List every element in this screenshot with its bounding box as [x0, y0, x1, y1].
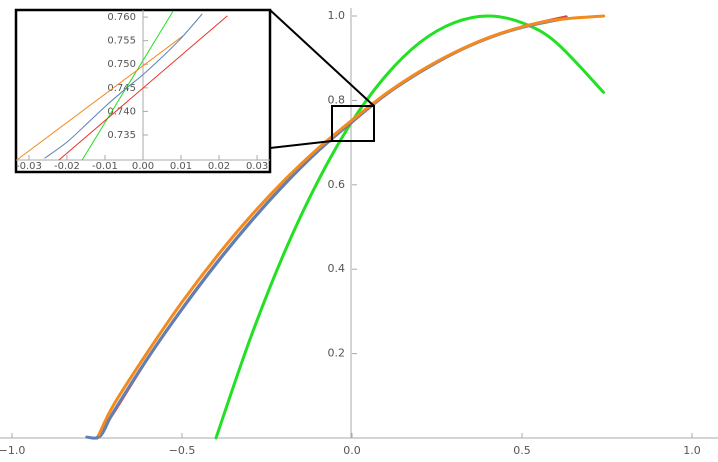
- zoom-connector: [269, 140, 333, 149]
- x-tick-label: -0.01: [92, 161, 118, 172]
- line-series: [214, 14, 606, 440]
- zoom-connector: [269, 9, 375, 107]
- line-series: [16, 35, 184, 160]
- x-tick-label: 0.5: [513, 444, 531, 457]
- y-tick-label: 0.750: [107, 59, 136, 70]
- y-tick-label: 1.0: [328, 9, 346, 22]
- x-tick-label: 0.02: [208, 161, 230, 172]
- x-tick-label: 0.03: [246, 161, 268, 172]
- y-tick-label: 0.6: [328, 178, 346, 191]
- y-tick-label: 0.745: [107, 83, 136, 94]
- line-series: [97, 14, 606, 437]
- y-tick-label: 0.760: [107, 12, 136, 23]
- x-tick-label: −1.0: [0, 444, 25, 457]
- line-series: [58, 15, 228, 160]
- x-tick-label: 0.00: [132, 161, 154, 172]
- y-tick-label: 0.2: [328, 347, 346, 360]
- y-tick-label: 0.740: [107, 106, 136, 117]
- x-tick-label: 0.01: [170, 161, 192, 172]
- line-series: [44, 13, 203, 159]
- x-tick-label: 0.0: [343, 444, 361, 457]
- x-tick-label: -0.03: [16, 161, 42, 172]
- y-tick-label: 0.4: [328, 262, 346, 275]
- y-tick-label: 0.735: [107, 130, 136, 141]
- y-tick-label: 0.8: [328, 93, 346, 106]
- x-tick-label: −0.5: [169, 444, 196, 457]
- main-plot: −1.0 −0.5 0.0 0.5 1.0 0.2 0.4 0.6 0.8 1.0: [0, 8, 718, 457]
- x-tick-label: 1.0: [683, 444, 701, 457]
- line-series: [81, 11, 174, 160]
- inset-plot: -0.03 -0.02 -0.01 0.00 0.01 0.02 0.03 0.735 0.74…: [16, 10, 270, 172]
- zoom-box: [331, 105, 375, 142]
- y-tick-label: 0.755: [107, 36, 136, 47]
- x-tick-label: -0.02: [54, 161, 80, 172]
